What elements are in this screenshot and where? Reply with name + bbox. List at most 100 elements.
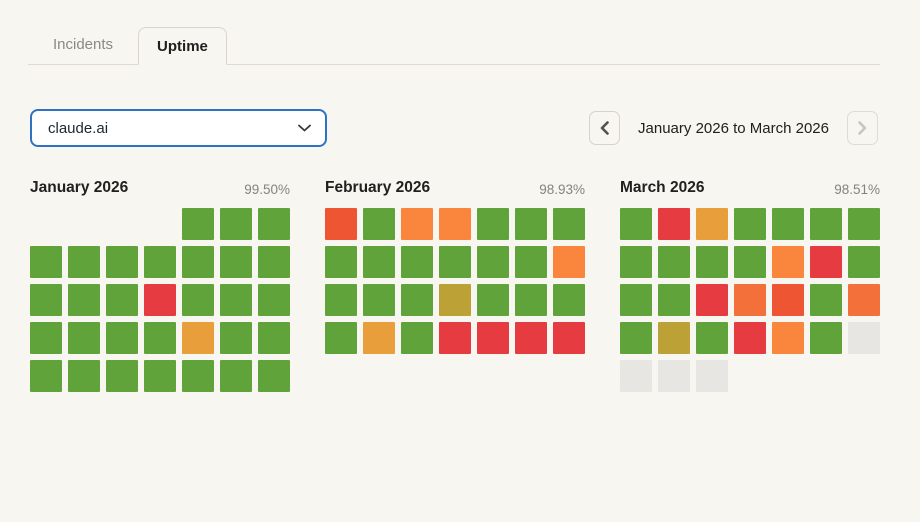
day-cell[interactable] [106, 322, 138, 354]
day-cell[interactable] [182, 360, 214, 392]
day-cell[interactable] [220, 360, 252, 392]
day-cell[interactable] [553, 208, 585, 240]
day-cell[interactable] [30, 322, 62, 354]
day-cell[interactable] [477, 322, 509, 354]
day-cell[interactable] [696, 284, 728, 316]
day-cell[interactable] [772, 322, 804, 354]
day-cell[interactable] [848, 208, 880, 240]
day-cell[interactable] [734, 246, 766, 278]
day-cell[interactable] [363, 284, 395, 316]
day-cell[interactable] [553, 284, 585, 316]
day-cell[interactable] [106, 284, 138, 316]
day-cell[interactable] [220, 322, 252, 354]
day-cell[interactable] [620, 322, 652, 354]
day-cell[interactable] [620, 208, 652, 240]
day-cell[interactable] [439, 284, 471, 316]
day-cell[interactable] [515, 322, 547, 354]
day-cell[interactable] [658, 284, 690, 316]
day-cell[interactable] [734, 322, 766, 354]
day-cell[interactable] [106, 246, 138, 278]
day-cell[interactable] [810, 322, 842, 354]
day-cell[interactable] [220, 284, 252, 316]
day-cell[interactable] [325, 284, 357, 316]
day-cell[interactable] [810, 208, 842, 240]
day-cell[interactable] [68, 322, 100, 354]
day-cell[interactable] [439, 322, 471, 354]
day-cell-empty [106, 208, 138, 240]
tab-uptime[interactable]: Uptime [138, 27, 227, 65]
day-cell[interactable] [401, 208, 433, 240]
day-cell[interactable] [258, 208, 290, 240]
day-cell[interactable] [696, 246, 728, 278]
day-cell[interactable] [772, 284, 804, 316]
day-cell[interactable] [68, 284, 100, 316]
day-cell[interactable] [220, 208, 252, 240]
day-cell[interactable] [325, 208, 357, 240]
day-cell[interactable] [734, 208, 766, 240]
day-cell[interactable] [734, 284, 766, 316]
day-cell[interactable] [515, 284, 547, 316]
day-cell[interactable] [439, 246, 471, 278]
day-cell[interactable] [553, 322, 585, 354]
day-cell[interactable] [439, 208, 471, 240]
day-cell[interactable] [477, 246, 509, 278]
day-cell[interactable] [30, 284, 62, 316]
day-cell[interactable] [772, 246, 804, 278]
day-cell[interactable] [553, 246, 585, 278]
day-cell[interactable] [477, 284, 509, 316]
day-cell[interactable] [848, 246, 880, 278]
month-header: February 2026 98.93% [325, 179, 585, 197]
day-cell[interactable] [68, 246, 100, 278]
day-cell[interactable] [848, 284, 880, 316]
controls-row: claude.ai January 2026 to March 2026 [30, 109, 878, 147]
day-cell[interactable] [220, 246, 252, 278]
period-nav: January 2026 to March 2026 [589, 111, 878, 145]
day-cell[interactable] [658, 360, 690, 392]
day-cell[interactable] [325, 322, 357, 354]
day-cell[interactable] [620, 284, 652, 316]
day-cell[interactable] [696, 322, 728, 354]
next-period-button[interactable] [847, 111, 878, 145]
day-cell[interactable] [696, 360, 728, 392]
day-cell[interactable] [258, 322, 290, 354]
months-row: January 2026 99.50% February 2026 98.93% Mar… [30, 179, 920, 392]
day-cell[interactable] [258, 360, 290, 392]
day-cell[interactable] [658, 322, 690, 354]
day-cell[interactable] [810, 284, 842, 316]
day-cell[interactable] [258, 246, 290, 278]
day-cell[interactable] [106, 360, 138, 392]
day-cell[interactable] [325, 246, 357, 278]
tab-incidents[interactable]: Incidents [53, 36, 114, 53]
day-cell[interactable] [515, 246, 547, 278]
day-cell[interactable] [144, 322, 176, 354]
day-cell[interactable] [620, 360, 652, 392]
service-select[interactable]: claude.ai [30, 109, 327, 147]
day-cell[interactable] [620, 246, 652, 278]
day-cell[interactable] [658, 208, 690, 240]
day-cell[interactable] [848, 322, 880, 354]
day-cell[interactable] [68, 360, 100, 392]
day-cell[interactable] [30, 246, 62, 278]
day-cell[interactable] [477, 208, 509, 240]
day-cell[interactable] [363, 322, 395, 354]
prev-period-button[interactable] [589, 111, 621, 145]
day-cell[interactable] [363, 208, 395, 240]
day-cell[interactable] [401, 246, 433, 278]
day-cell[interactable] [144, 360, 176, 392]
day-cell[interactable] [401, 322, 433, 354]
day-cell[interactable] [182, 246, 214, 278]
day-cell[interactable] [772, 208, 804, 240]
day-cell[interactable] [658, 246, 690, 278]
day-cell[interactable] [515, 208, 547, 240]
day-cell[interactable] [401, 284, 433, 316]
day-cell[interactable] [182, 322, 214, 354]
day-cell[interactable] [810, 246, 842, 278]
day-cell[interactable] [182, 208, 214, 240]
day-cell[interactable] [144, 246, 176, 278]
day-cell[interactable] [258, 284, 290, 316]
day-cell[interactable] [696, 208, 728, 240]
day-cell[interactable] [30, 360, 62, 392]
day-cell[interactable] [144, 284, 176, 316]
day-cell[interactable] [182, 284, 214, 316]
day-cell[interactable] [363, 246, 395, 278]
